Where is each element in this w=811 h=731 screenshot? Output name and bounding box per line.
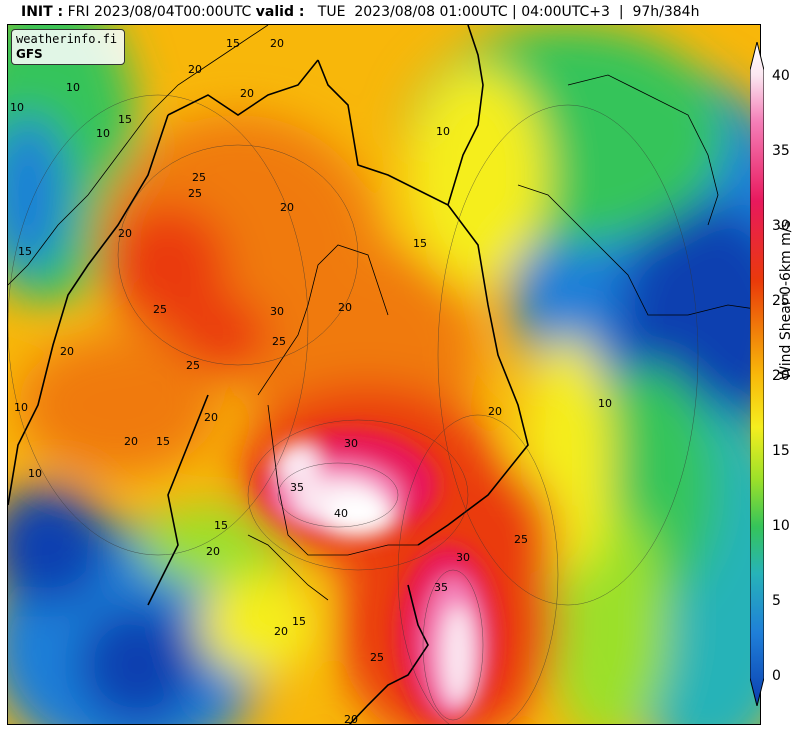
- contour-label: 10: [10, 101, 24, 114]
- contour-label: 10: [598, 397, 612, 410]
- border-line: [317, 25, 484, 207]
- brand-site: weatherinfo.fi: [16, 32, 118, 46]
- contour-label: 25: [272, 335, 286, 348]
- contour-label: 40: [334, 507, 348, 520]
- border-line: [167, 59, 319, 116]
- colorbar-tick-label: 0: [772, 668, 781, 684]
- contour-label: 20: [60, 345, 74, 358]
- contour-label: 15: [214, 519, 228, 532]
- contour-label: 20: [338, 301, 352, 314]
- contour-label: 20: [488, 405, 502, 418]
- contour-label: 25: [186, 359, 200, 372]
- init-label: INIT :: [21, 4, 64, 20]
- colorbar-label: Wind Shear 0-6km m/s: [778, 220, 794, 380]
- coastline: [257, 244, 389, 396]
- contour-label: 15: [18, 245, 32, 258]
- contour-label: 20: [270, 37, 284, 50]
- border-line: [8, 114, 169, 506]
- contour-label: 15: [226, 37, 240, 50]
- contour-label: 15: [156, 435, 170, 448]
- contour-lines: [8, 94, 699, 724]
- coastline: [517, 184, 760, 316]
- contour-label: 15: [413, 237, 427, 250]
- contour-label: 10: [14, 401, 28, 414]
- contour-label: 15: [292, 615, 306, 628]
- brand-model: GFS: [16, 47, 43, 61]
- contour-label: 10: [28, 467, 42, 480]
- contour-label: 20: [280, 201, 294, 214]
- valid-label: valid :: [255, 4, 305, 20]
- contour-label: 10: [96, 127, 110, 140]
- coastline: [567, 74, 719, 226]
- country-border-lines: [8, 25, 529, 724]
- border-line: [417, 204, 529, 546]
- wind-field-core: [258, 430, 498, 724]
- contour-label: 20: [118, 227, 132, 240]
- contour-label: 25: [153, 303, 167, 316]
- contour-label: 20: [204, 411, 218, 424]
- colorbar-tick-label: 10: [772, 518, 790, 534]
- colorbar-tick-label: 35: [772, 143, 790, 159]
- coastline-lines: [8, 25, 760, 601]
- colorbar-tick-label: 15: [772, 443, 790, 459]
- contour-label: 25: [192, 171, 206, 184]
- header: INIT : FRI 2023/08/04T00:00UTC valid : T…: [0, 0, 811, 24]
- border-line: [348, 584, 429, 724]
- contour-labels: 10 10 15 20 15 20 10 15 20 25 20 15 20 2…: [10, 37, 612, 725]
- colorbar-tick-label: 5: [772, 593, 781, 609]
- map-canvas: 10 10 15 20 15 20 10 15 20 25 20 15 20 2…: [8, 25, 760, 725]
- contour-label: 30: [270, 305, 284, 318]
- colorbar-tick-label: 25: [772, 293, 790, 309]
- init-value: FRI 2023/08/04T00:00UTC: [63, 4, 256, 20]
- colorbar-tick-label: 20: [772, 368, 790, 384]
- wind-field: [8, 25, 760, 724]
- coastline: [247, 534, 329, 601]
- contour-label: 15: [118, 113, 132, 126]
- contour-label: 10: [66, 81, 80, 94]
- brand-box: weatherinfo.fi GFS: [11, 29, 125, 65]
- contour-label: 20: [274, 625, 288, 638]
- contour-label: 20: [240, 87, 254, 100]
- colorbar-tick-label: 40: [772, 68, 790, 84]
- coastline: [8, 25, 269, 286]
- contour-label: 20: [188, 63, 202, 76]
- contour-label: 30: [344, 437, 358, 450]
- contour-label: 25: [514, 533, 528, 546]
- contour-label: 25: [370, 651, 384, 664]
- contour-label: 30: [456, 551, 470, 564]
- contour-label: 25: [188, 187, 202, 200]
- border-line: [147, 394, 209, 606]
- contour-label: 20: [344, 713, 358, 725]
- contour-label: 20: [206, 545, 220, 558]
- colorbar-ramp: [750, 42, 764, 706]
- colorbar: [750, 42, 764, 706]
- valid-value: TUE 2023/08/08 01:00UTC | 04:00UTC+3 | 9…: [304, 4, 700, 20]
- contour-label: 35: [434, 581, 448, 594]
- contour-label: 10: [436, 125, 450, 138]
- wind-shear-map: 10 10 15 20 15 20 10 15 20 25 20 15 20 2…: [7, 24, 761, 725]
- colorbar-tick-label: 30: [772, 218, 790, 234]
- contour-label: 20: [124, 435, 138, 448]
- coastline: [267, 404, 418, 556]
- contour-label: 35: [290, 481, 304, 494]
